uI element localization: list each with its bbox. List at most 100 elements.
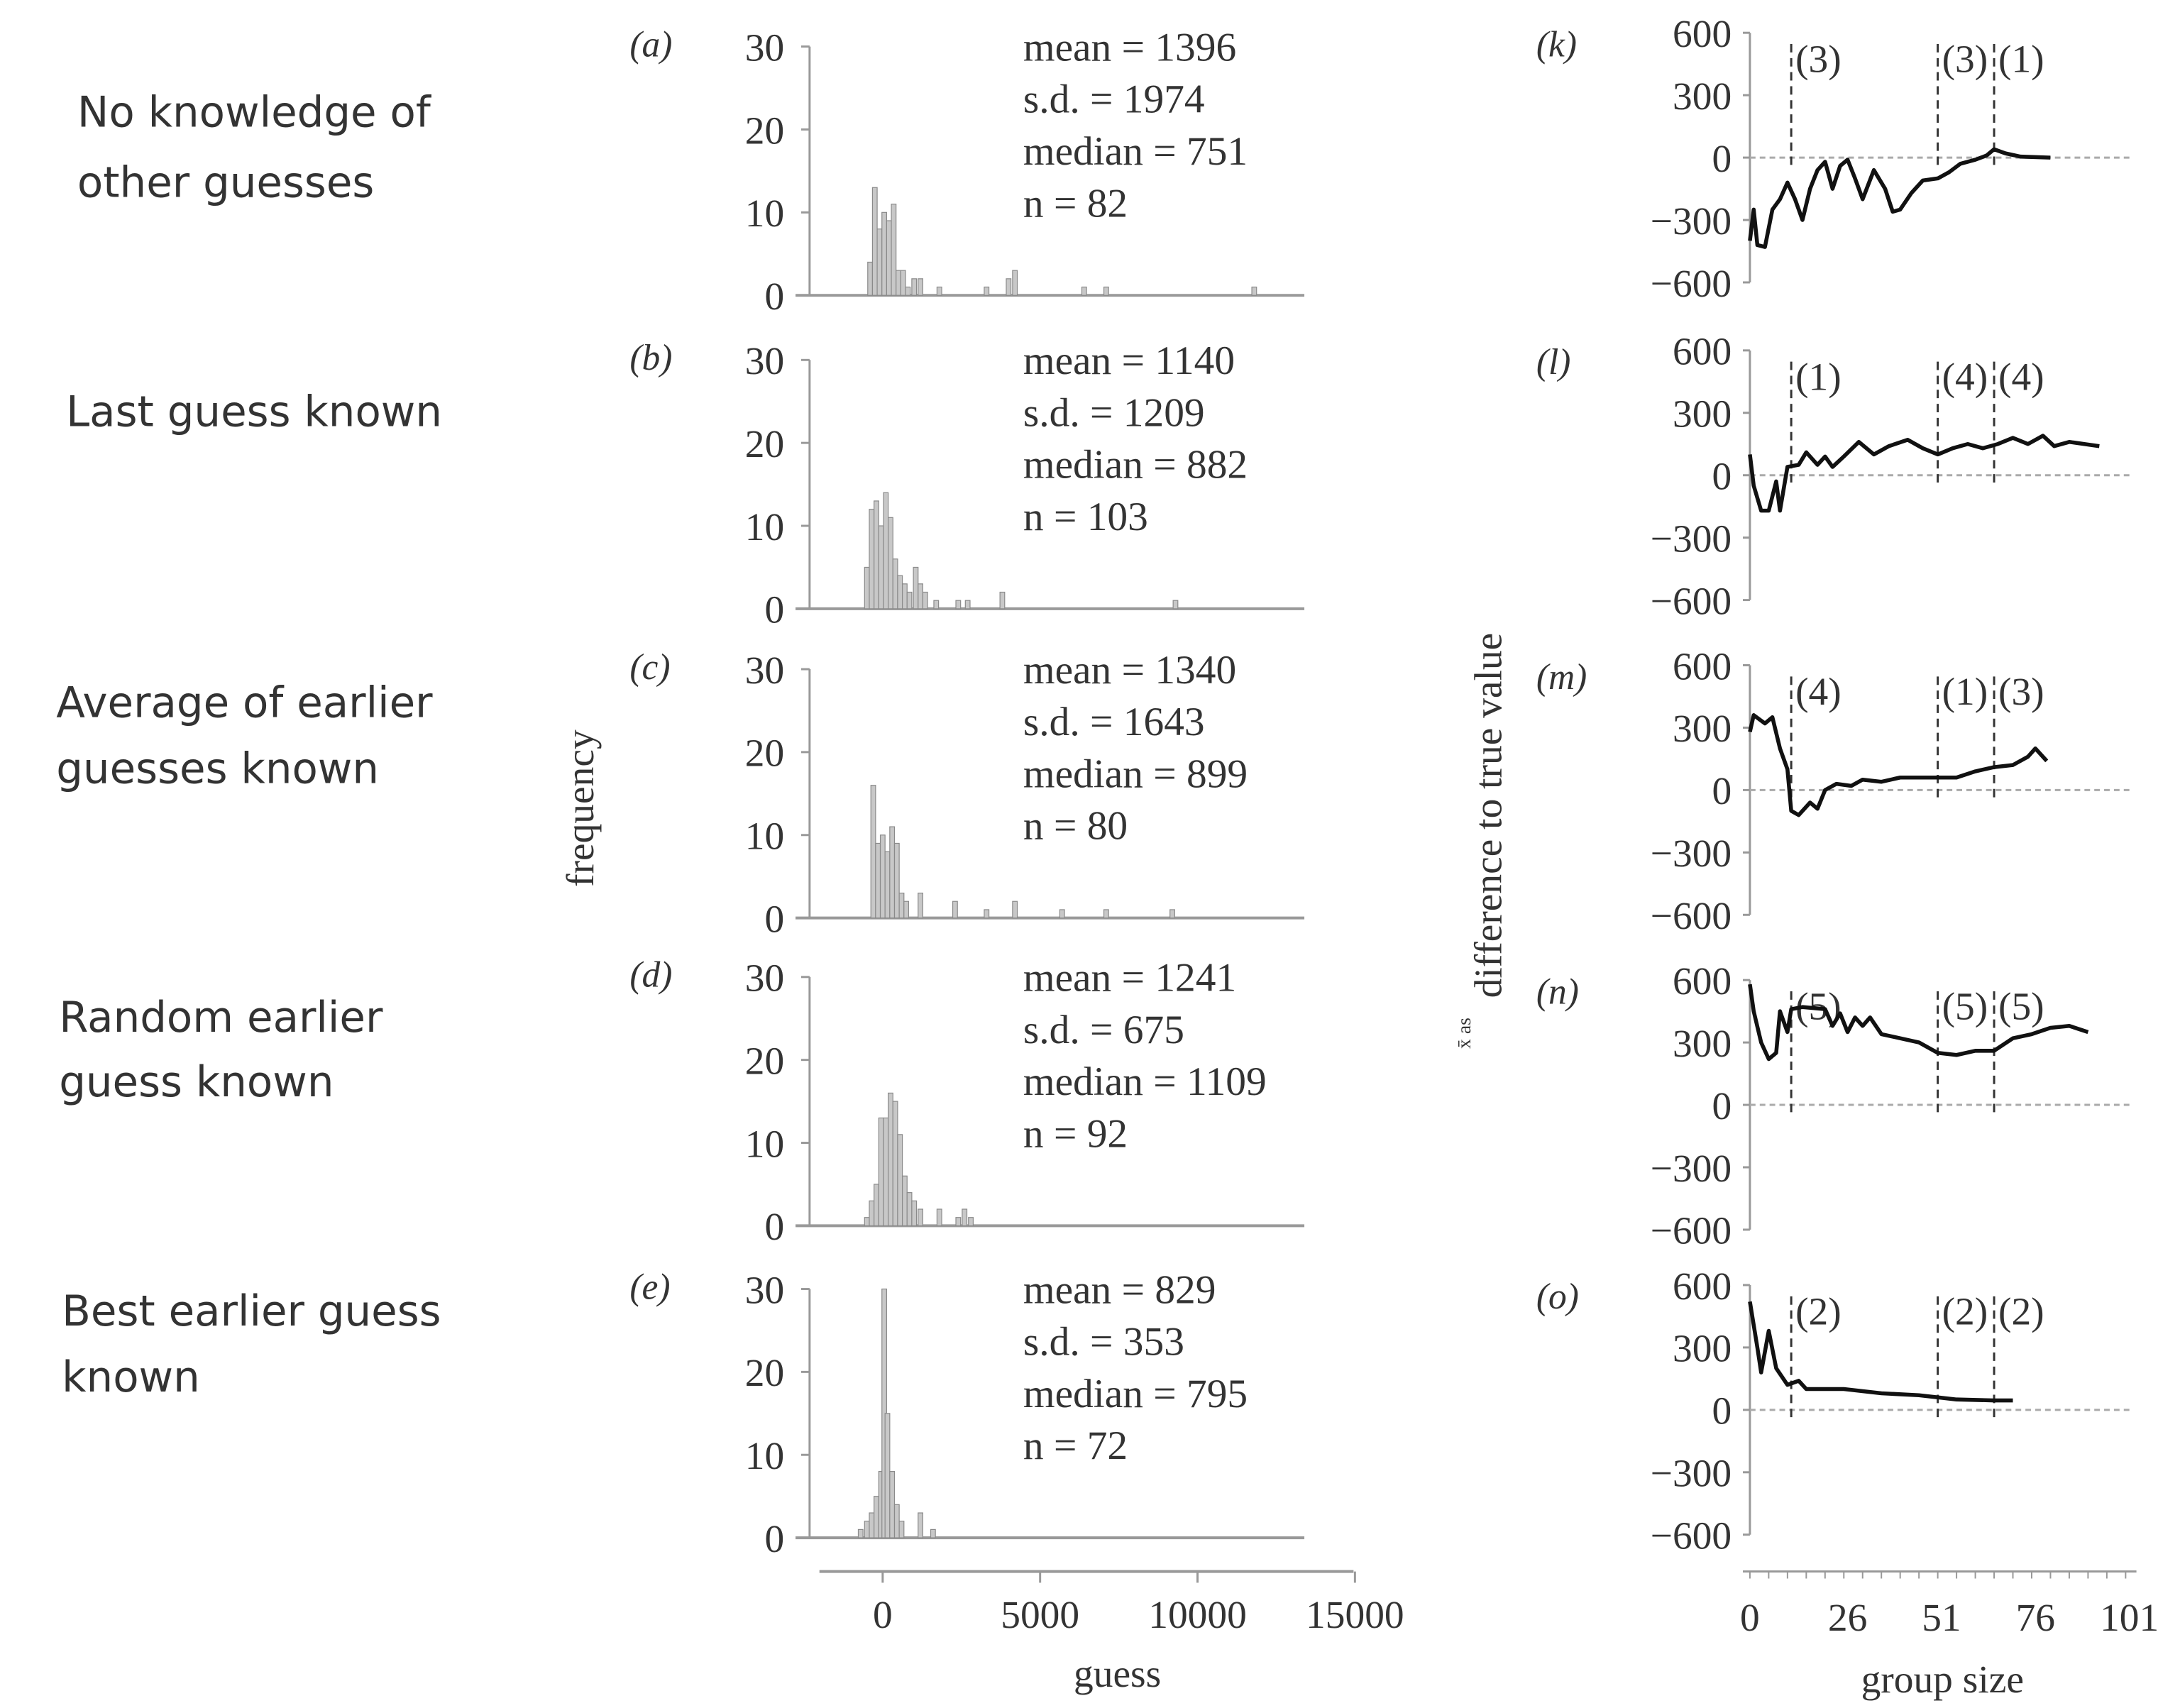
histogram-bar: [1012, 270, 1018, 296]
running-difference-line: [1748, 434, 2100, 513]
histogram-x-axis: 0 5000 10000 15000 guess: [819, 1570, 1404, 1695]
histogram-bar: [869, 1512, 875, 1538]
panel-label: (m): [1536, 657, 1587, 698]
histogram-panel: (e) 0 10 20 30 mean = 829 s.d. = 353 median = 7…: [629, 1267, 1305, 1560]
stat-text: median = 899: [1023, 751, 1248, 796]
y-tick-label: −600: [1651, 894, 1732, 937]
histogram-bar: [876, 228, 883, 296]
y-tick-label: −600: [1651, 579, 1732, 622]
histogram-bar: [883, 492, 889, 610]
histogram-bar: [883, 1117, 889, 1226]
y-tick-label: 30: [745, 26, 784, 69]
histogram-bar: [871, 187, 878, 296]
histogram-bar: [867, 261, 874, 296]
histogram-bar: [892, 558, 898, 610]
histogram-bar: [906, 591, 913, 610]
y-tick-label: −300: [1651, 1147, 1732, 1190]
y-tick-label: 10: [745, 1122, 784, 1165]
histogram-bar: [913, 566, 919, 610]
histogram-bar: [911, 1200, 918, 1226]
histogram-bar: [897, 575, 903, 610]
y-tick-label: 600: [1673, 330, 1732, 373]
histogram-bar: [888, 1092, 893, 1226]
histogram-bar: [864, 1521, 870, 1538]
stat-text: mean = 1396: [1023, 25, 1236, 70]
x-tick-label: 26: [1828, 1596, 1867, 1639]
row-label: guess known: [59, 1058, 334, 1107]
stat-text: n = 80: [1023, 804, 1128, 849]
histogram-bar: [952, 900, 958, 919]
line-panel: (m) 600 300 0 −300 −600 (4) (1) (3): [1536, 644, 2134, 937]
histogram-bar: [864, 566, 870, 610]
histogram-bar: [898, 892, 905, 919]
marker-label: (3): [1942, 38, 1988, 81]
y-tick-label: 20: [745, 732, 784, 775]
stat-text: s.d. = 1643: [1023, 700, 1205, 744]
y-tick-label: −300: [1651, 517, 1732, 560]
y-tick-label: 20: [745, 109, 784, 152]
x-tick-label: 15000: [1306, 1593, 1404, 1636]
histogram-bar: [918, 1208, 924, 1226]
histogram-bar: [1006, 278, 1012, 296]
x-tick-label: 51: [1922, 1596, 1961, 1639]
panel-label: (k): [1536, 24, 1577, 65]
panel-label: (a): [629, 24, 672, 65]
panel-label: (e): [629, 1267, 670, 1307]
y-tick-label: 0: [1712, 769, 1732, 812]
histogram-bar: [911, 278, 918, 296]
histogram-bar: [891, 204, 897, 296]
marker-label: (4): [1998, 355, 2044, 398]
stat-text: median = 751: [1023, 129, 1248, 174]
histogram-bar: [901, 1175, 908, 1226]
histogram-bar: [881, 211, 887, 296]
y-tick-label: 300: [1673, 707, 1732, 750]
histogram-bar: [889, 1471, 896, 1538]
histogram-bar: [896, 270, 901, 296]
y-tick-label: 600: [1673, 1265, 1732, 1308]
stat-text: n = 82: [1023, 181, 1128, 226]
histogram-panel: (b) 0 10 20 30 mean = 1140 s.d. = 1209 median =…: [629, 338, 1305, 632]
histogram-bar: [1172, 600, 1179, 610]
x-tick-label: 76: [2016, 1596, 2055, 1639]
histogram-bar: [870, 785, 876, 919]
histogram-bar: [884, 851, 891, 919]
y-tick-label: −600: [1651, 1209, 1732, 1252]
y-tick-label: 30: [745, 1268, 784, 1311]
histogram-bar: [886, 220, 892, 296]
y-tick-label: 10: [745, 192, 784, 235]
y-tick-label: −600: [1651, 1514, 1732, 1558]
stat-text: mean = 829: [1023, 1267, 1216, 1312]
histogram-bar: [889, 826, 896, 919]
histogram-bar: [1169, 909, 1175, 919]
y-tick-label: 20: [745, 1351, 784, 1394]
histogram-bar: [999, 591, 1006, 610]
histogram-bar: [984, 909, 990, 919]
y-tick-label: 30: [745, 957, 784, 1000]
row-labels: No knowledge of other guesses Last guess k…: [56, 89, 442, 1403]
y-tick-label: 10: [745, 1434, 784, 1477]
row-label: Average of earlier: [56, 678, 433, 727]
histogram-bar: [884, 1413, 891, 1538]
marker-label: (3): [1998, 670, 2044, 713]
histogram-bar: [857, 1528, 864, 1538]
marker-label: (1): [1998, 38, 2044, 81]
stat-text: s.d. = 675: [1023, 1008, 1184, 1052]
marker-label: (5): [1998, 985, 2044, 1028]
histogram-bar: [897, 1134, 903, 1226]
row-label: No knowledge of: [77, 89, 432, 138]
histogram-bar: [906, 1192, 913, 1226]
y-tick-label: 300: [1673, 1022, 1732, 1065]
panel-label: (n): [1536, 971, 1579, 1012]
y-axis-label: difference to true value: [1466, 633, 1509, 998]
stat-text: mean = 1140: [1023, 338, 1235, 383]
histogram-panel: (d) 0 10 20 30 mean = 1241 s.d. = 675 median = …: [629, 955, 1305, 1248]
y-tick-label: 0: [1712, 455, 1732, 498]
histogram-bar: [918, 1512, 924, 1538]
marker-label: (3): [1795, 38, 1842, 81]
y-tick-label: 0: [1712, 1084, 1732, 1128]
histogram-bar: [933, 600, 940, 610]
marker-label: (5): [1942, 985, 1988, 1028]
histogram-bar: [1059, 909, 1065, 919]
